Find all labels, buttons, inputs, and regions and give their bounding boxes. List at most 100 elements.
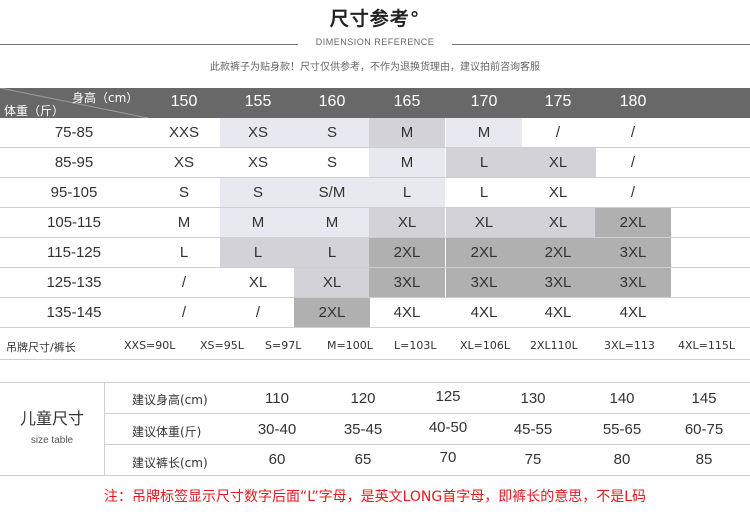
kids-table-subtitle: size table: [30, 435, 74, 446]
subtitle-text: DIMENSION REFERENCE: [315, 37, 435, 47]
size-cell: L: [294, 238, 370, 267]
kids-cell: 55-65: [602, 421, 642, 438]
size-cell: S: [178, 184, 189, 201]
height-header: 150: [170, 93, 198, 110]
size-cell: /: [181, 274, 187, 291]
size-cell: S: [294, 118, 370, 147]
size-cell: S: [326, 154, 337, 171]
size-cell: XL: [248, 274, 268, 291]
size-cell: /: [630, 154, 636, 171]
size-table-row: 125-135/XL XL 3XL 3XL 3XL 3XL: [0, 268, 750, 298]
size-cell: S/M: [294, 178, 370, 207]
weight-cell: 95-105: [50, 184, 98, 201]
height-header: 155: [244, 93, 272, 110]
size-cell: XS: [173, 154, 194, 171]
size-table-row: 75-85 XXS XS S M M / /: [0, 118, 750, 148]
height-header: 175: [544, 93, 572, 110]
tag-length-item: S=97L: [265, 339, 302, 352]
kids-table-divider: [104, 383, 105, 475]
kids-row-label: 建议体重(斤): [132, 425, 202, 439]
size-cell: M: [177, 214, 191, 231]
kids-cell: 125: [435, 388, 461, 405]
size-cell: L: [369, 178, 445, 207]
kids-cell: 145: [691, 390, 717, 407]
size-table-header: 身高（cm） 体重（斤） 150 155 160 165 170 175 180: [0, 88, 750, 118]
size-table-row: 85-95 XS XS S M L XL /: [0, 148, 750, 178]
size-cell: XL: [548, 184, 568, 201]
size-cell: /: [181, 304, 187, 321]
kids-row-label: 建议身高(cm): [132, 393, 208, 407]
size-cell: 3XL: [369, 268, 445, 297]
size-cell: M: [369, 148, 445, 177]
weight-cell: 85-95: [54, 154, 94, 171]
size-cell: XL: [294, 268, 370, 297]
kids-table-title: 儿童尺寸: [19, 409, 84, 428]
tag-length-item: 2XL110L: [530, 339, 578, 352]
size-cell: XL: [520, 208, 596, 237]
kids-cell: 80: [613, 451, 631, 468]
tag-length-item: 4XL=115L: [678, 339, 736, 352]
size-cell: /: [255, 304, 261, 321]
weight-cell: 105-115: [47, 214, 101, 231]
fit-note: 此款裤子为贴身款！尺寸仅供参考，不作为退换货理由，建议拍前咨询客服: [210, 62, 540, 73]
size-cell: 3XL: [595, 238, 671, 267]
size-cell: 2XL: [520, 238, 596, 267]
size-table-row: 115-125 L L L 2XL 2XL 2XL 3XL: [0, 238, 750, 268]
kids-cell: 140: [609, 390, 635, 407]
size-cell: M: [220, 208, 296, 237]
kids-cell: 30-40: [257, 421, 297, 438]
size-cell: /: [630, 184, 636, 201]
tag-length-label: 吊牌尺寸/裤长: [6, 341, 76, 354]
kids-row-divider: [104, 413, 750, 414]
kids-cell: 65: [354, 451, 372, 468]
tag-length-item: XS=95L: [200, 339, 244, 352]
subtitle-bar: DIMENSION REFERENCE: [0, 37, 750, 51]
size-cell: M: [446, 118, 522, 147]
kids-size-table: 儿童尺寸 size table 建议身高(cm) 110 120 125 130…: [0, 382, 750, 476]
size-cell: S: [220, 178, 296, 207]
kids-cell: 85: [695, 451, 713, 468]
subtitle-divider-right: [452, 44, 750, 45]
kids-cell: 130: [520, 390, 546, 407]
size-cell: XL: [446, 208, 522, 237]
size-cell: XL: [369, 208, 445, 237]
weight-cell: 75-85: [54, 124, 94, 141]
kids-cell: 35-45: [343, 421, 383, 438]
size-cell: L: [479, 184, 489, 201]
size-cell: L: [179, 244, 189, 261]
size-cell: /: [555, 124, 561, 141]
size-cell: XS: [247, 154, 268, 171]
kids-cell: 110: [265, 390, 289, 407]
size-cell: XS: [220, 118, 296, 147]
weight-cell: 125-135: [46, 274, 102, 291]
tag-length-item: L=103L: [394, 339, 437, 352]
weight-cell: 115-125: [47, 244, 101, 261]
size-cell: /: [630, 124, 636, 141]
size-cell: M: [369, 118, 445, 147]
diagonal-divider: [0, 88, 148, 118]
size-cell: 2XL: [595, 208, 671, 237]
height-header: 165: [393, 93, 421, 110]
size-cell: L: [220, 238, 296, 267]
size-cell: 4XL: [544, 304, 572, 321]
size-cell: 2XL: [369, 238, 445, 267]
size-table-row: 105-115 M M M XL XL XL 2XL: [0, 208, 750, 238]
size-cell: XL: [520, 148, 596, 177]
page-title: 尺寸参考°: [329, 8, 421, 30]
kids-cell: 70: [439, 449, 457, 466]
size-table-row: 135-145 / / 2XL 4XL 4XL 4XL 4XL: [0, 298, 750, 328]
size-cell: 3XL: [520, 268, 596, 297]
size-cell: 3XL: [595, 268, 671, 297]
kids-cell: 120: [350, 390, 376, 407]
tag-length-item: XXS=90L: [124, 339, 176, 352]
size-cell: 2XL: [294, 298, 370, 327]
tag-length-item: 3XL=113: [604, 339, 655, 352]
kids-cell: 60-75: [684, 421, 724, 438]
height-axis-label: 身高（cm）: [72, 91, 139, 105]
tag-length-item: XL=106L: [460, 339, 511, 352]
kids-cell: 75: [524, 451, 542, 468]
tag-length-row: 吊牌尺寸/裤长 XXS=90L XS=95L S=97L M=100L L=10…: [0, 332, 750, 360]
height-header: 160: [318, 93, 346, 110]
kids-row-divider: [104, 444, 750, 445]
kids-cell: 60: [268, 451, 286, 468]
